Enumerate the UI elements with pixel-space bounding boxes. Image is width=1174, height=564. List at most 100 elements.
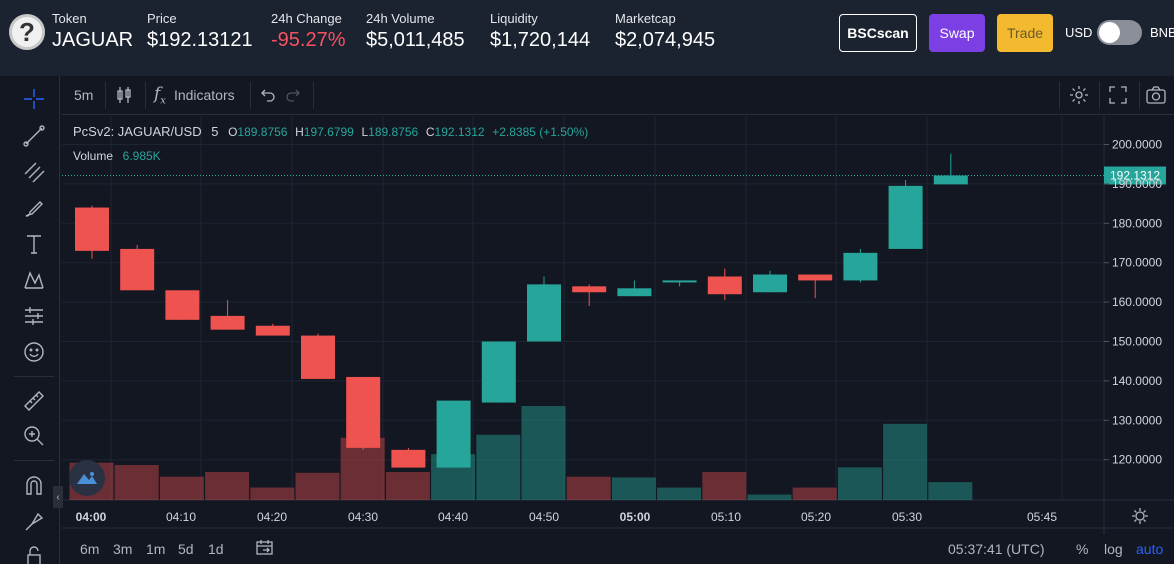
range-5d[interactable]: 5d — [178, 541, 194, 557]
pattern-icon[interactable] — [20, 266, 48, 294]
volume-bar — [295, 472, 340, 500]
volume-bar — [159, 476, 204, 500]
change-value: -95.27% — [271, 29, 346, 51]
toolbar-separator — [1059, 82, 1060, 109]
range-1d[interactable]: 1d — [208, 541, 224, 557]
candle-body — [346, 376, 381, 448]
candle-body — [662, 280, 697, 283]
toolbar-divider — [14, 460, 54, 461]
range-1m[interactable]: 1m — [146, 541, 166, 557]
toolbar-separator — [250, 82, 251, 109]
y-tick-label: 170.0000 — [1112, 256, 1162, 270]
last-price-badge — [1104, 166, 1166, 185]
y-tick-label: 180.0000 — [1112, 216, 1162, 230]
last-price-line: 192.1312 — [62, 166, 1166, 185]
price-label: Price — [147, 11, 177, 26]
volume-bar — [747, 494, 792, 500]
swap-button[interactable]: Swap — [929, 14, 985, 52]
volume-bar — [837, 467, 882, 500]
liquidity-stat: Liquidity $1,720,144 — [490, 11, 590, 52]
emoji-icon[interactable] — [20, 338, 48, 366]
lock-icon[interactable] — [20, 542, 48, 564]
candle-body — [798, 274, 833, 281]
lock-drawing-icon[interactable] — [20, 508, 48, 536]
range-3m[interactable]: 3m — [113, 541, 133, 557]
interval-button[interactable]: 5m — [74, 87, 94, 103]
volume-bar — [702, 472, 747, 500]
volume-value: $5,011,485 — [366, 29, 465, 51]
gear-ring — [1135, 511, 1145, 521]
candle-body — [210, 315, 245, 330]
tradingview-logo-icon[interactable] — [69, 460, 105, 496]
brush-icon[interactable] — [20, 194, 48, 222]
candle-body — [436, 400, 471, 468]
chart-canvas[interactable]: 192.1312 120.0000 130.0000 140.0000 150.000… — [62, 116, 1174, 564]
chart-grid — [62, 116, 1174, 534]
date-range-icon[interactable] — [255, 539, 275, 560]
trade-button[interactable]: Trade — [997, 14, 1053, 52]
y-tick-label: 160.0000 — [1112, 295, 1162, 309]
volume-bar — [928, 482, 973, 500]
marketcap-value: $2,074,945 — [615, 29, 716, 51]
log-scale-button[interactable]: log — [1104, 541, 1123, 557]
collapse-toolbar-button[interactable]: ‹ — [53, 486, 63, 508]
toolbar-separator — [1139, 82, 1140, 109]
candle-body — [391, 449, 426, 468]
candle-body — [888, 185, 923, 249]
volume-bar — [657, 487, 702, 500]
price-chart[interactable]: 192.1312 120.0000 130.0000 140.0000 150.000… — [62, 116, 1174, 564]
volume-legend-label: Volume — [73, 149, 114, 163]
open-value: 189.8756 — [237, 125, 288, 139]
fx-icon: fx — [154, 83, 166, 107]
y-tick-label: 130.0000 — [1112, 413, 1162, 427]
x-tick-label: 05:30 — [892, 510, 922, 524]
x-tick-label: 04:00 — [76, 510, 107, 524]
candle-body — [75, 207, 109, 251]
ruler-icon[interactable] — [20, 387, 48, 415]
change-stat: 24h Change -95.27% — [271, 11, 346, 52]
price-axis: 120.0000 130.0000 140.0000 150.0000 160.0000… — [1104, 138, 1162, 467]
zoom-in-icon[interactable] — [20, 422, 48, 450]
low-value: 189.8756 — [368, 125, 419, 139]
token-header: ? Token JAGUAR Price $192.13121 24h Chan… — [0, 0, 1174, 76]
token-label: Token — [52, 11, 87, 26]
volume-stat: 24h Volume $5,011,485 — [366, 11, 465, 52]
currency-toggle[interactable] — [1097, 20, 1142, 45]
currency-usd-label: USD — [1065, 25, 1093, 40]
x-tick-label: 05:10 — [711, 510, 741, 524]
fib-tool-icon[interactable] — [20, 158, 48, 186]
volume-bar — [250, 487, 295, 500]
text-tool-icon[interactable] — [20, 230, 48, 258]
volume-bar — [611, 477, 656, 500]
candles-icon[interactable] — [114, 76, 134, 114]
fullscreen-icon[interactable] — [1107, 76, 1129, 114]
drawing-toolbar — [8, 76, 60, 564]
indicators-button[interactable]: fx Indicators — [154, 76, 235, 114]
x-tick-label: 05:00 — [620, 510, 651, 524]
trend-line-icon[interactable] — [20, 122, 48, 150]
candle-body — [481, 341, 516, 403]
candle-body — [753, 274, 787, 293]
settings-gear-icon[interactable] — [1068, 76, 1090, 114]
range-6m[interactable]: 6m — [80, 541, 100, 557]
bscscan-button[interactable]: BSCscan — [839, 14, 917, 52]
crosshair-icon[interactable] — [20, 85, 48, 113]
toolbar-separator — [1099, 82, 1100, 109]
indicators-label: Indicators — [173, 87, 235, 103]
liquidity-value: $1,720,144 — [490, 29, 591, 51]
volume-bars — [69, 406, 973, 500]
legend-interval: 5 — [211, 124, 219, 139]
prediction-icon[interactable] — [20, 302, 48, 330]
candle-series — [75, 153, 968, 468]
redo-icon[interactable] — [285, 76, 303, 114]
time-axis: 04:00 04:10 04:20 04:30 04:40 04:50 05:00 05:10… — [76, 508, 1148, 524]
y-tick-label: 190.0000 — [1112, 177, 1162, 191]
magnet-icon[interactable] — [20, 472, 48, 500]
y-tick-label: 200.0000 — [1112, 138, 1162, 152]
utc-clock[interactable]: 05:37:41 (UTC) — [948, 541, 1045, 557]
camera-icon[interactable] — [1145, 76, 1167, 114]
undo-icon[interactable] — [258, 76, 276, 114]
high-key: H — [295, 125, 304, 139]
auto-scale-button[interactable]: auto — [1136, 541, 1164, 557]
percent-scale-button[interactable]: % — [1076, 541, 1089, 557]
